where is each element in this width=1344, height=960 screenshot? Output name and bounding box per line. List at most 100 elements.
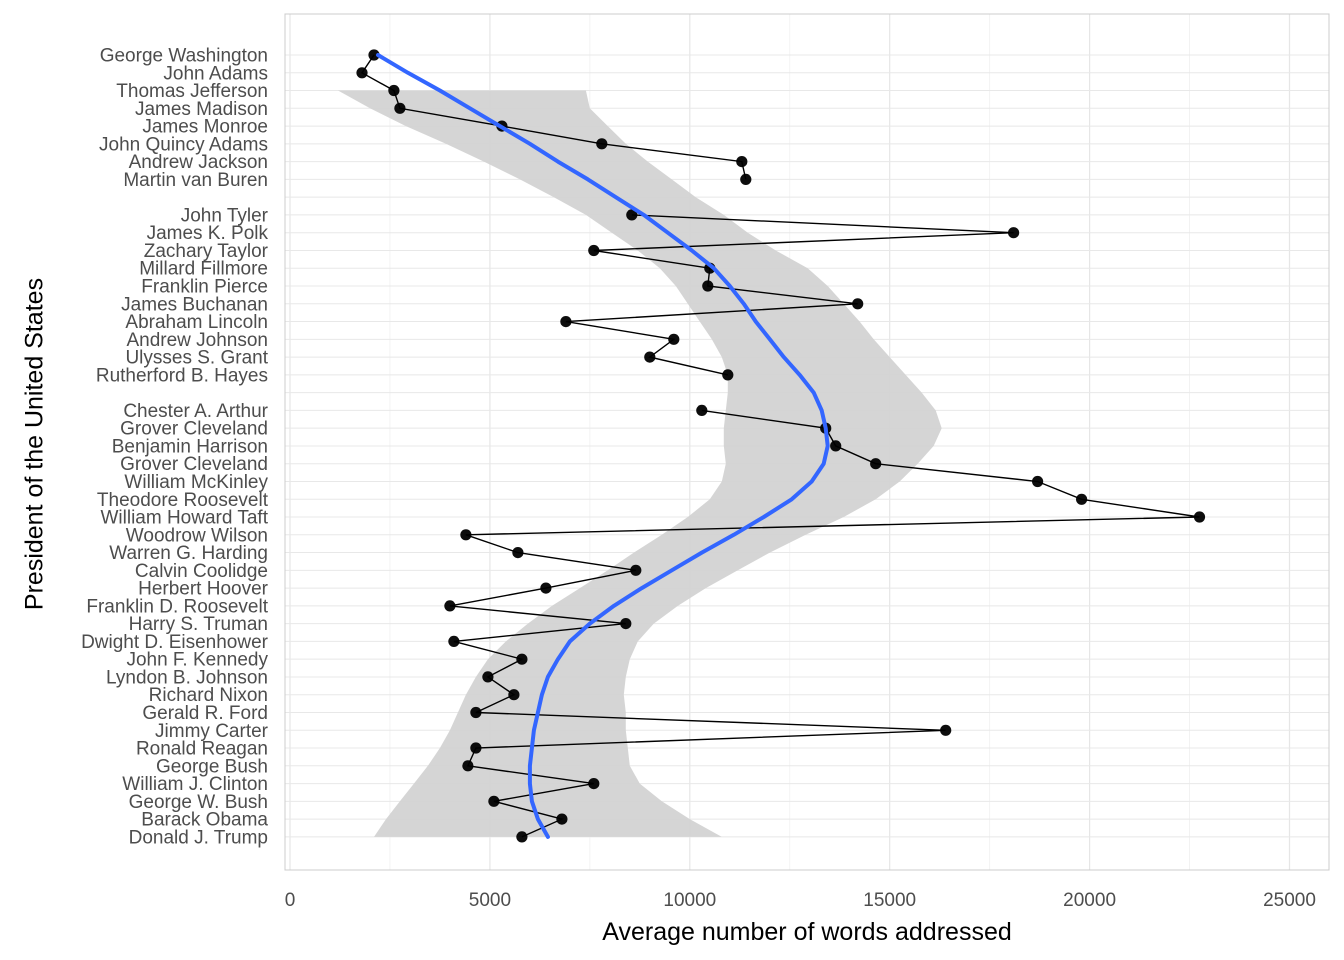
data-point bbox=[556, 813, 568, 825]
confidence-ribbon-layer bbox=[338, 90, 942, 837]
y-tick-label: James Monroe bbox=[142, 117, 268, 138]
y-tick-label: Thomas Jefferson bbox=[116, 81, 268, 102]
y-tick-label: Andrew Johnson bbox=[126, 330, 268, 351]
y-tick-label: Lyndon B. Johnson bbox=[106, 667, 268, 688]
y-tick-label: John Adams bbox=[163, 63, 268, 84]
confidence-ribbon bbox=[338, 90, 942, 837]
data-point bbox=[588, 244, 600, 257]
y-tick-label: Woodrow Wilson bbox=[126, 525, 268, 546]
data-points bbox=[356, 49, 1206, 843]
data-point bbox=[740, 173, 752, 185]
data-point bbox=[596, 138, 608, 150]
data-point bbox=[356, 67, 368, 79]
y-tick-label: Theodore Roosevelt bbox=[97, 490, 269, 511]
data-point bbox=[1193, 511, 1206, 523]
y-tick-label: Franklin Pierce bbox=[141, 277, 268, 298]
y-axis-title: President of the United States bbox=[21, 278, 49, 610]
x-tick-label: 10000 bbox=[663, 890, 716, 911]
y-tick-label: Andrew Jackson bbox=[129, 152, 268, 173]
data-point bbox=[830, 440, 842, 452]
x-tick-label: 25000 bbox=[1263, 890, 1316, 911]
y-tick-label: Herbert Hoover bbox=[138, 579, 269, 600]
x-tick-label: 5000 bbox=[469, 890, 511, 911]
data-point bbox=[620, 618, 632, 630]
data-point bbox=[940, 724, 952, 736]
smooth-line bbox=[376, 53, 830, 839]
data-point bbox=[626, 209, 638, 221]
y-tick-label: Donald J. Trump bbox=[129, 827, 268, 848]
data-point bbox=[482, 671, 494, 683]
data-point bbox=[588, 778, 600, 790]
y-tick-label: Grover Cleveland bbox=[120, 419, 268, 440]
y-tick-label: Martin van Buren bbox=[123, 170, 268, 191]
y-tick-label: Benjamin Harrison bbox=[112, 436, 268, 457]
data-point bbox=[448, 635, 460, 648]
x-tick-label: 0 bbox=[285, 890, 296, 911]
y-tick-label: John Tyler bbox=[181, 205, 269, 226]
y-tick-label: Barack Obama bbox=[141, 810, 268, 831]
data-point bbox=[540, 582, 552, 594]
data-point bbox=[444, 600, 456, 612]
data-point bbox=[470, 742, 482, 754]
data-point bbox=[460, 529, 472, 541]
smooth-line-layer bbox=[376, 53, 830, 839]
series-line bbox=[360, 54, 747, 180]
y-tick-label: George W. Bush bbox=[129, 792, 268, 813]
data-point bbox=[516, 831, 528, 843]
data-point bbox=[1008, 227, 1020, 239]
data-point bbox=[508, 689, 520, 701]
y-tick-label: James Madison bbox=[135, 99, 268, 120]
y-tick-label: Millard Fillmore bbox=[139, 259, 268, 280]
y-tick-label: Abraham Lincoln bbox=[125, 312, 268, 333]
data-point bbox=[1032, 475, 1044, 488]
panel-border bbox=[284, 13, 1330, 871]
y-tick-label: Chester A. Arthur bbox=[123, 401, 268, 422]
y-tick-label: Ulysses S. Grant bbox=[125, 348, 268, 369]
y-tick-label: Gerald R. Ford bbox=[142, 703, 268, 724]
data-point bbox=[368, 49, 380, 61]
y-tick-label: Rutherford B. Hayes bbox=[96, 365, 268, 386]
data-point bbox=[870, 458, 882, 470]
y-tick-label: William McKinley bbox=[124, 472, 268, 493]
data-point bbox=[512, 547, 524, 559]
y-tick-label: Grover Cleveland bbox=[120, 454, 268, 475]
data-point bbox=[1076, 493, 1088, 505]
y-tick-label: Dwight D. Eisenhower bbox=[81, 632, 269, 653]
y-tick-label: Zachary Taylor bbox=[144, 241, 269, 262]
y-tick-label: John F. Kennedy bbox=[126, 650, 268, 671]
y-tick-label: Jimmy Carter bbox=[155, 721, 269, 742]
y-tick-label: Richard Nixon bbox=[149, 685, 268, 706]
x-tick-label: 15000 bbox=[863, 890, 916, 911]
x-tick-label: 20000 bbox=[1063, 890, 1116, 911]
series-line bbox=[565, 214, 1014, 376]
data-point bbox=[736, 156, 748, 168]
y-tick-label: William Howard Taft bbox=[100, 508, 268, 529]
data-point bbox=[462, 760, 474, 772]
data-point bbox=[696, 404, 708, 416]
data-point bbox=[516, 653, 528, 665]
data-point bbox=[852, 298, 864, 310]
y-tick-label: Warren G. Harding bbox=[109, 543, 268, 564]
data-point bbox=[702, 280, 714, 292]
y-tick-label: Franklin D. Roosevelt bbox=[86, 596, 268, 617]
data-point bbox=[722, 369, 734, 381]
x-axis-title: Average number of words addressed bbox=[602, 918, 1012, 946]
y-tick-label: Ronald Reagan bbox=[136, 739, 268, 760]
data-point bbox=[644, 351, 656, 363]
data-point bbox=[470, 706, 482, 719]
data-point bbox=[630, 564, 642, 576]
data-point bbox=[668, 333, 680, 345]
y-tick-label: George Washington bbox=[100, 46, 268, 67]
y-tick-label: George Bush bbox=[156, 756, 268, 777]
y-tick-label: Calvin Coolidge bbox=[135, 561, 268, 582]
y-tick-label: James Buchanan bbox=[121, 294, 268, 315]
y-tick-label: Harry S. Truman bbox=[129, 614, 268, 635]
y-tick-label: James K. Polk bbox=[147, 223, 269, 244]
data-point bbox=[388, 84, 400, 97]
data-point bbox=[488, 795, 500, 807]
y-tick-label: John Quincy Adams bbox=[99, 134, 268, 155]
y-tick-label: William J. Clinton bbox=[122, 774, 268, 795]
